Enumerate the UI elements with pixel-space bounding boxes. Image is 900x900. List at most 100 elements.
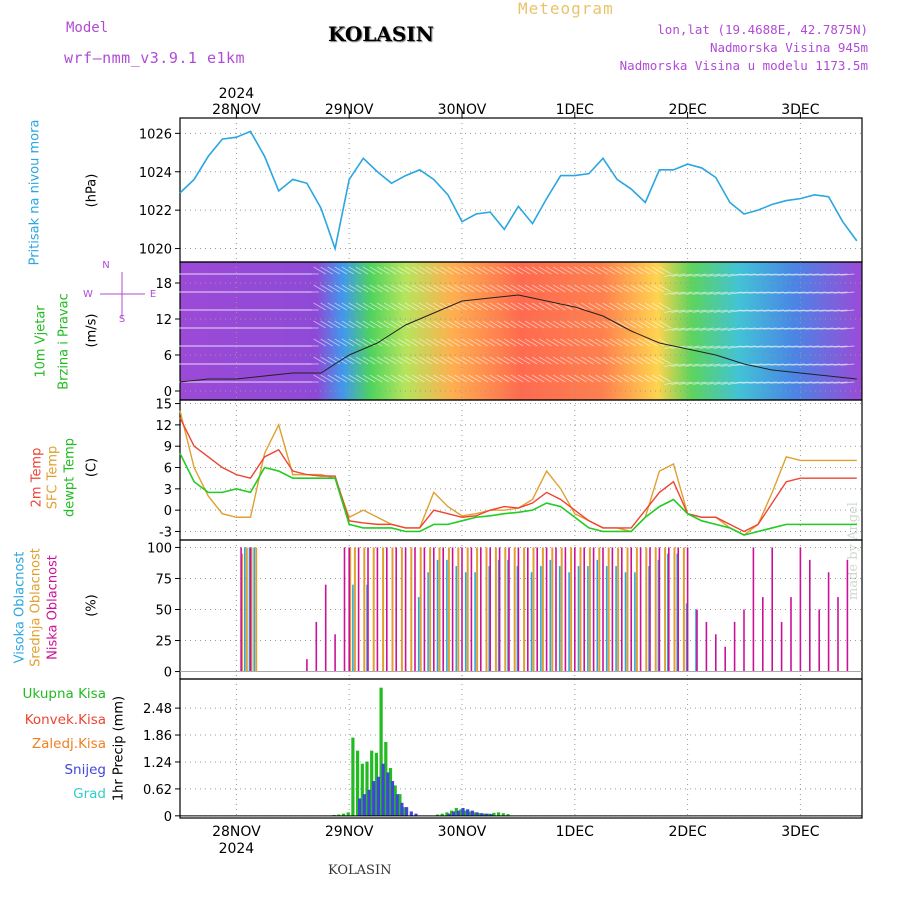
wind-barb [630, 338, 644, 347]
wind-barb [482, 266, 496, 275]
wind-barb [699, 309, 714, 313]
wind-barb [791, 327, 806, 330]
wind-barb [602, 284, 616, 293]
wind-barb [390, 338, 404, 347]
footer-station: KOLASIN [328, 863, 392, 878]
precip-bar [362, 794, 366, 816]
precip-bar [482, 813, 487, 816]
wind-barb [748, 327, 763, 330]
wind-barb [517, 356, 531, 365]
precip-bar [360, 763, 364, 816]
wind-barb [538, 266, 552, 275]
wind-barb [741, 309, 756, 312]
wind-barb [644, 320, 658, 329]
wind-barb [475, 302, 489, 311]
wind-barb [699, 363, 714, 367]
wind-barb [440, 356, 453, 365]
precip-bar [384, 741, 388, 816]
wind-barb [630, 266, 644, 275]
precip-bar [390, 781, 395, 816]
wind-barb [581, 320, 594, 329]
wind-barb [840, 273, 855, 276]
ytick-label-2-2: 3 [164, 483, 172, 498]
wind-barb [447, 356, 460, 365]
wind-barb [362, 284, 376, 293]
wind-barb [447, 266, 460, 275]
wind-barb [734, 291, 749, 294]
wind-barb [496, 284, 510, 293]
wind-barb [327, 284, 341, 293]
wind-barb [755, 327, 770, 330]
precip-bar [393, 785, 397, 816]
wind-barb [588, 284, 601, 293]
wind-barb [468, 338, 482, 347]
precip-bar [388, 768, 393, 816]
wind-barb [524, 356, 538, 365]
wind-barb [531, 302, 545, 311]
wind-barb [553, 338, 566, 347]
ytick-label-4-1: 0.62 [143, 783, 172, 798]
wind-barb [383, 374, 397, 383]
wind-barb [826, 291, 841, 294]
wind-barb [376, 320, 390, 329]
compass-n: N [102, 260, 109, 271]
wind-barb [524, 374, 538, 383]
wind-barb [440, 320, 453, 329]
wind-barb [362, 320, 376, 329]
wind-barb [671, 273, 686, 277]
wind-barb [616, 266, 630, 275]
wind-barb [812, 345, 827, 348]
top-year-label: 2024 [219, 86, 255, 102]
precip-bar [414, 813, 418, 816]
wind-barb [762, 273, 777, 276]
wind-barb [826, 345, 841, 348]
wind-barb [496, 338, 510, 347]
wind-barb [651, 302, 665, 311]
wind-barb [651, 284, 665, 293]
wind-barb [595, 356, 608, 365]
wind-barb [412, 320, 425, 329]
wind-barb [798, 345, 813, 348]
wind-barb [503, 302, 517, 311]
wind-barb [454, 266, 467, 275]
bottom-day-label-0: 28NOV [212, 824, 261, 840]
wind-barb [826, 363, 841, 366]
wind-barb [510, 284, 524, 293]
wind-barb [440, 374, 453, 383]
wind-barb [397, 302, 411, 311]
wind-barb [713, 345, 728, 349]
wind-barb [699, 327, 714, 331]
precip-bar [351, 737, 355, 816]
dewpt-line [179, 452, 857, 536]
wind-barb [741, 291, 756, 294]
ytick-label-1-1: 6 [164, 349, 172, 364]
wind-barb [475, 356, 489, 365]
wind-barb [369, 374, 383, 383]
wind-barb [397, 320, 411, 329]
wind-barb [383, 266, 397, 275]
wind-barb [355, 320, 369, 329]
wind-barb [658, 284, 672, 293]
wind-barb [362, 302, 376, 311]
precip-bar [405, 807, 409, 816]
wind-barb [630, 302, 644, 311]
wind-barb [720, 309, 735, 313]
wind-barb [720, 291, 735, 295]
wind-barb [777, 291, 792, 294]
wind-barb [574, 338, 587, 347]
wind-barb [355, 356, 369, 365]
ytick-label-4-4: 2.48 [143, 702, 172, 717]
wind-barb [482, 284, 496, 293]
wind-barb [692, 363, 707, 367]
wind-barb [741, 345, 756, 348]
compass-e: E [150, 289, 156, 300]
wind-barb [348, 356, 362, 365]
wind-barb [630, 356, 644, 365]
wind-barb [819, 363, 834, 366]
wind-barb [734, 345, 749, 348]
wind-barb [574, 356, 587, 365]
wind-barb [538, 374, 552, 383]
wind-barb [475, 374, 489, 383]
wind-barb [482, 356, 496, 365]
